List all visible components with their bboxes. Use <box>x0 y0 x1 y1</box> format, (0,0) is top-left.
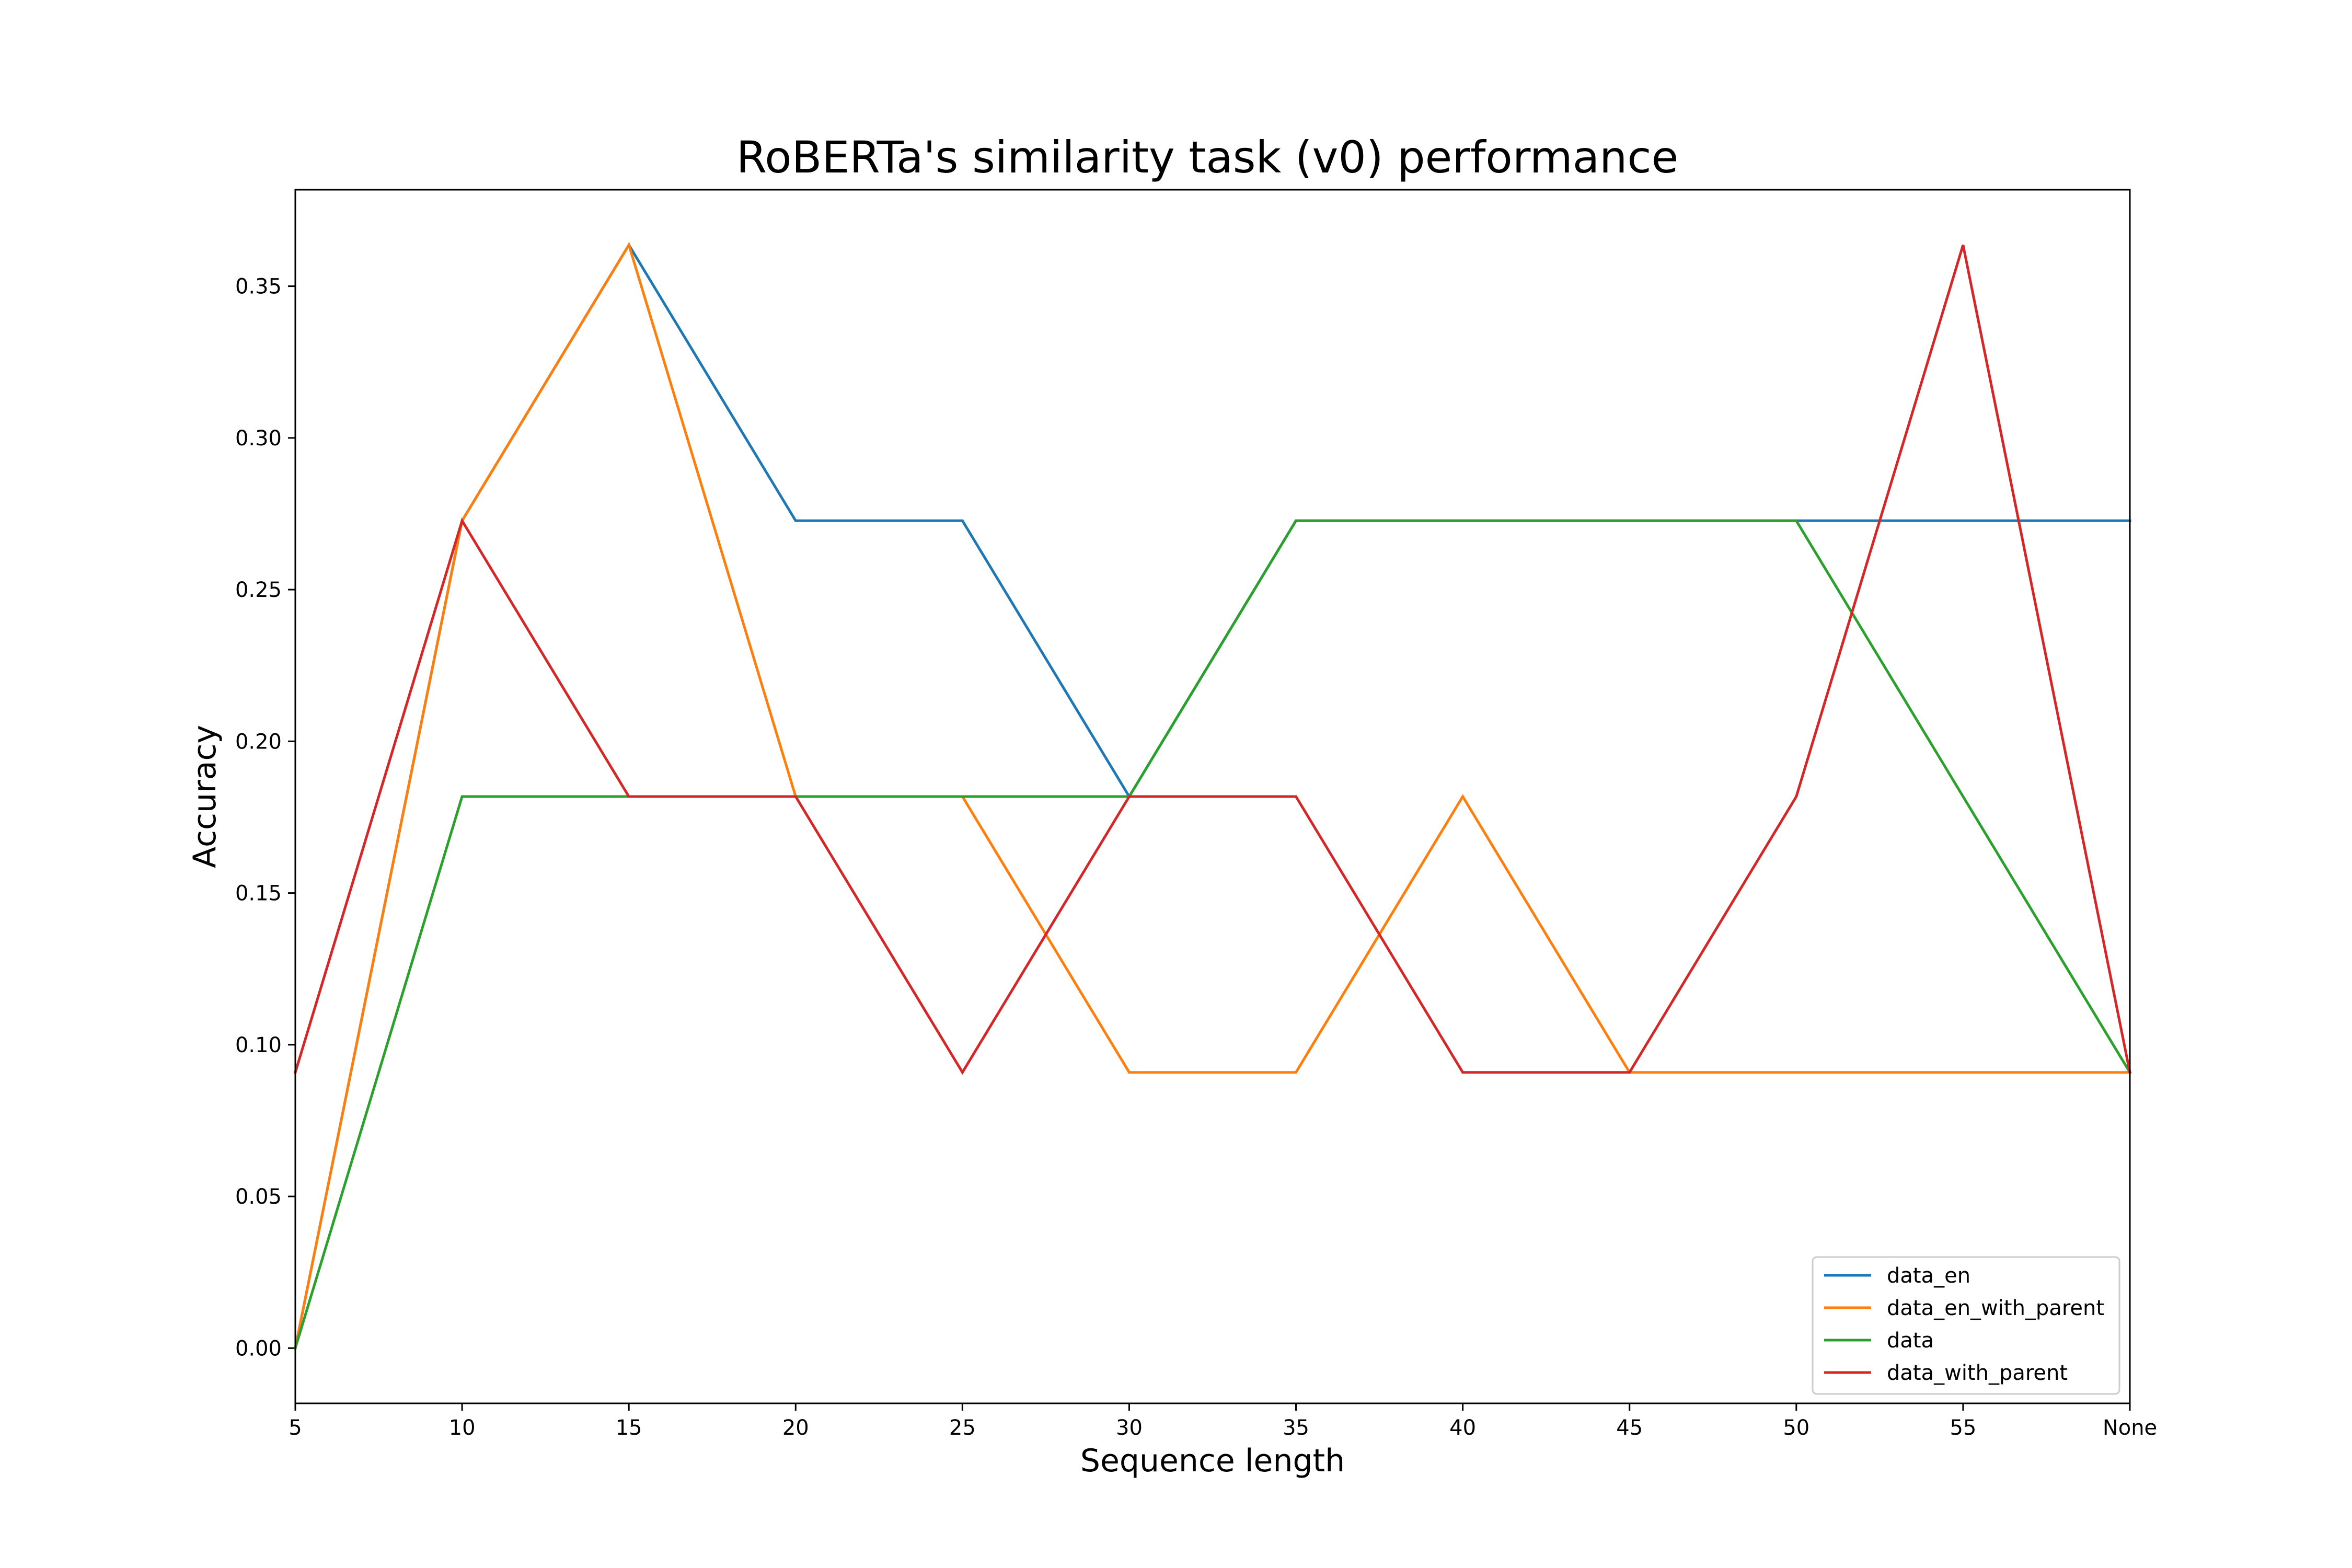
plot-frame <box>294 189 2131 1404</box>
legend-label: data_en <box>1887 1264 1970 1288</box>
x-axis-label: Sequence length <box>1080 1443 1345 1479</box>
y-tick-label: 0.30 <box>235 426 282 451</box>
x-tick-label: 40 <box>1449 1416 1476 1440</box>
x-tick-label: 30 <box>1116 1416 1143 1440</box>
x-tick-label: 20 <box>782 1416 809 1440</box>
legend-label: data <box>1887 1329 1934 1353</box>
x-tick-label: 50 <box>1783 1416 1809 1440</box>
series-line-data <box>293 519 2132 1350</box>
y-tick-label: 0.05 <box>235 1185 282 1209</box>
x-tick-label: 10 <box>449 1416 476 1440</box>
legend-label: data_en_with_parent <box>1887 1296 2104 1320</box>
x-tick-label: 45 <box>1616 1416 1643 1440</box>
legend-box <box>1812 1256 2120 1395</box>
y-tick-label: 0.10 <box>235 1033 282 1057</box>
series-line-data-with-parent <box>293 244 2131 1075</box>
legend-label: data_with_parent <box>1887 1361 2068 1385</box>
y-tick-label: 0.00 <box>235 1336 282 1361</box>
y-tick-label: 0.35 <box>235 275 282 299</box>
y-tick-label: 0.20 <box>235 730 282 754</box>
x-tick-label: 55 <box>1950 1416 1976 1440</box>
x-tick-label: 25 <box>949 1416 976 1440</box>
y-axis-label: Accuracy <box>187 725 223 868</box>
chart-title: RoBERTa's similarity task (v0) performan… <box>736 132 1679 183</box>
y-tick-label: 0.15 <box>235 882 282 906</box>
x-tick-label: 5 <box>289 1416 302 1440</box>
plot-lines <box>293 241 2132 1350</box>
series-line-data-en-with-parent <box>294 241 2131 1350</box>
x-tick-label: 15 <box>616 1416 642 1440</box>
x-axis: 5 10 15 20 25 30 35 40 45 50 55 None <box>289 1403 2157 1440</box>
x-tick-label: 35 <box>1283 1416 1309 1440</box>
y-axis: 0.00 0.05 0.10 0.15 0.20 0.25 0.30 0.35 <box>235 275 295 1361</box>
x-tick-label: None <box>2103 1416 2157 1440</box>
y-tick-label: 0.25 <box>235 578 282 602</box>
